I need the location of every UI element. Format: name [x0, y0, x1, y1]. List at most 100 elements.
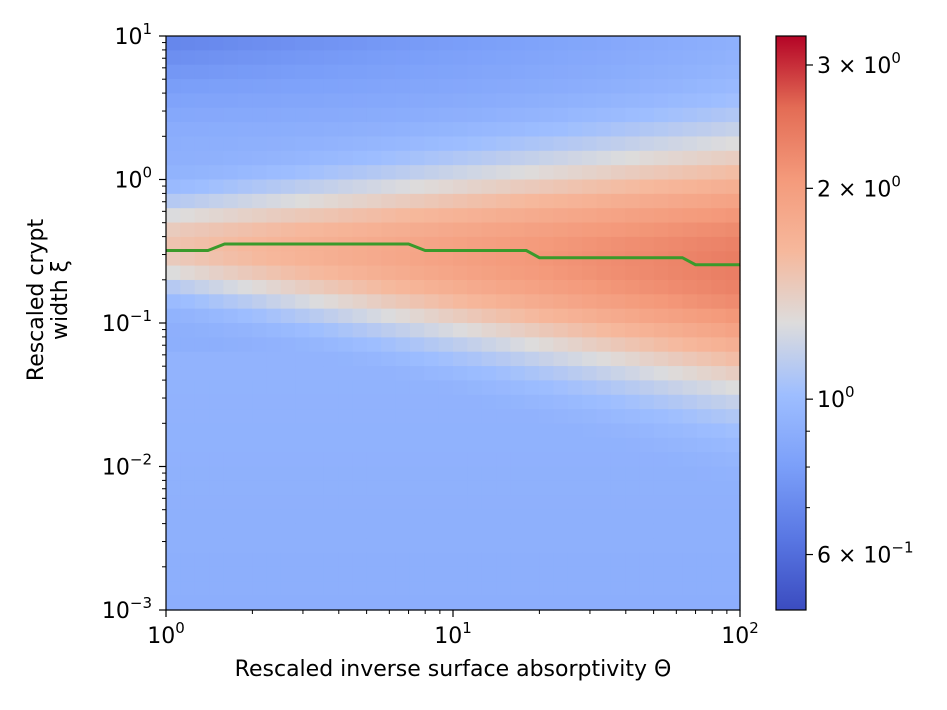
heatmap-cell: [381, 566, 397, 582]
heatmap-cell: [309, 294, 325, 310]
heatmap-cell: [481, 595, 497, 611]
heatmap-cell: [625, 179, 641, 195]
heatmap-cell: [524, 50, 540, 66]
heatmap-cell: [711, 50, 727, 66]
heatmap-cell: [194, 150, 210, 166]
heatmap-cell: [424, 50, 440, 66]
heatmap-cell: [352, 279, 368, 295]
heatmap-cell: [682, 566, 698, 582]
heatmap-cell: [653, 495, 669, 511]
heatmap-cell: [567, 452, 583, 468]
heatmap-cell: [252, 150, 268, 166]
heatmap-cell: [639, 452, 655, 468]
heatmap-cell: [295, 251, 311, 267]
heatmap-cell: [424, 122, 440, 138]
heatmap-cell: [237, 64, 253, 80]
heatmap-cell: [280, 552, 296, 568]
heatmap-cell: [194, 452, 210, 468]
heatmap-cell: [553, 222, 569, 238]
heatmap-cell: [668, 79, 684, 94]
heatmap-cell: [582, 380, 598, 396]
heatmap-cell: [366, 466, 382, 482]
heatmap-cell: [438, 107, 454, 123]
heatmap-cell: [496, 150, 511, 166]
heatmap-cell: [209, 193, 224, 209]
heatmap-cell: [266, 251, 282, 267]
heatmap-cell: [596, 423, 612, 439]
heatmap-cell: [481, 122, 497, 138]
heatmap-cell: [352, 466, 368, 482]
heatmap-cell: [582, 509, 598, 525]
heatmap-cell: [338, 265, 354, 281]
heatmap-cell: [166, 93, 181, 109]
heatmap-cell: [524, 236, 540, 252]
heatmap-cell: [381, 423, 397, 439]
heatmap-cell: [682, 437, 698, 453]
heatmap-cell: [725, 179, 741, 195]
heatmap-cell: [582, 394, 598, 410]
heatmap-cell: [553, 466, 569, 482]
heatmap-cell: [366, 495, 382, 511]
heatmap-cell: [280, 394, 296, 410]
heatmap-cell: [352, 581, 368, 597]
heatmap-cell: [496, 437, 511, 453]
heatmap-cell: [682, 337, 698, 353]
heatmap-cell: [696, 64, 712, 80]
heatmap-cell: [223, 452, 239, 468]
heatmap-cell: [280, 423, 296, 439]
heatmap-cell: [237, 409, 253, 425]
heatmap-cell: [510, 480, 526, 496]
heatmap-cell: [596, 93, 612, 109]
heatmap-cell: [696, 595, 712, 611]
heatmap-cell: [682, 366, 698, 381]
heatmap-cell: [639, 323, 655, 338]
heatmap-cell: [180, 136, 196, 152]
heatmap-cell: [209, 265, 224, 281]
heatmap-cell: [467, 64, 483, 80]
heatmap-cell: [338, 366, 354, 381]
heatmap-cell: [625, 208, 641, 224]
heatmap-cell: [366, 394, 382, 410]
heatmap-cell: [438, 36, 454, 51]
heatmap-cell: [610, 538, 626, 554]
heatmap-cell: [424, 380, 440, 396]
heatmap-cell: [711, 423, 727, 439]
heatmap-cell: [610, 265, 626, 281]
heatmap-cell: [409, 279, 425, 295]
heatmap-cell: [725, 595, 741, 611]
heatmap-cell: [539, 538, 555, 554]
heatmap-cell: [453, 193, 468, 209]
heatmap-cell: [166, 480, 181, 496]
heatmap-cell: [223, 179, 239, 195]
heatmap-cell: [467, 265, 483, 281]
heatmap-cell: [352, 179, 368, 195]
heatmap-cell: [582, 193, 598, 209]
heatmap-cell: [338, 150, 354, 166]
heatmap-cell: [381, 122, 397, 138]
heatmap-cell: [395, 193, 411, 209]
heatmap-cell: [539, 480, 555, 496]
heatmap-cell: [180, 294, 196, 310]
heatmap-cell: [352, 595, 368, 611]
heatmap-cell: [194, 265, 210, 281]
heatmap-cell: [639, 64, 655, 80]
heatmap-cell: [696, 480, 712, 496]
heatmap-cell: [194, 122, 210, 138]
heatmap-cell: [223, 222, 239, 238]
heatmap-cell: [424, 79, 440, 94]
heatmap-cell: [453, 337, 468, 353]
heatmap-cell: [266, 79, 282, 94]
heatmap-cell: [323, 337, 339, 353]
heatmap-cell: [309, 107, 325, 123]
heatmap-cell: [524, 337, 540, 353]
heatmap-cell: [625, 323, 641, 338]
heatmap-cell: [467, 566, 483, 582]
heatmap-cell: [696, 466, 712, 482]
heatmap-cell: [496, 423, 511, 439]
heatmap-cell: [323, 36, 339, 51]
heatmap-cell: [668, 50, 684, 66]
heatmap-cell: [366, 122, 382, 138]
heatmap-cell: [381, 466, 397, 482]
heatmap-cell: [696, 409, 712, 425]
